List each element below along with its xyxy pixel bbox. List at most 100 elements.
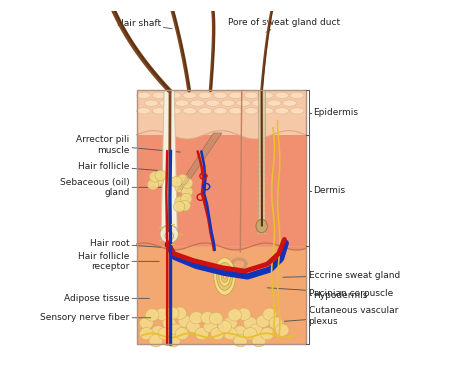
Ellipse shape	[175, 196, 186, 207]
Text: Sebaceous (oil)
gland: Sebaceous (oil) gland	[60, 178, 165, 197]
Ellipse shape	[140, 317, 153, 329]
Text: Adipose tissue: Adipose tissue	[64, 294, 149, 303]
Ellipse shape	[151, 326, 164, 338]
Ellipse shape	[201, 312, 214, 324]
FancyBboxPatch shape	[257, 227, 266, 229]
Text: Epidermis: Epidermis	[313, 108, 358, 117]
Text: Cutaneous vascular
plexus: Cutaneous vascular plexus	[284, 306, 398, 326]
Ellipse shape	[204, 321, 217, 333]
Ellipse shape	[291, 92, 304, 99]
Polygon shape	[161, 91, 177, 229]
Ellipse shape	[177, 174, 188, 185]
Ellipse shape	[275, 108, 289, 114]
FancyBboxPatch shape	[257, 232, 266, 234]
Text: Pacinian corpuscle: Pacinian corpuscle	[267, 288, 393, 298]
Ellipse shape	[160, 100, 173, 106]
FancyBboxPatch shape	[258, 207, 265, 209]
Ellipse shape	[244, 108, 258, 114]
Ellipse shape	[244, 317, 257, 329]
FancyBboxPatch shape	[257, 212, 266, 214]
Ellipse shape	[224, 328, 237, 340]
Ellipse shape	[165, 307, 179, 319]
Ellipse shape	[219, 267, 230, 286]
Ellipse shape	[195, 328, 209, 340]
Ellipse shape	[167, 335, 180, 347]
Ellipse shape	[275, 324, 289, 336]
Ellipse shape	[152, 176, 164, 186]
Ellipse shape	[249, 324, 263, 336]
FancyBboxPatch shape	[257, 217, 266, 219]
Ellipse shape	[140, 328, 153, 340]
FancyBboxPatch shape	[258, 119, 265, 121]
Polygon shape	[176, 133, 222, 190]
Ellipse shape	[152, 92, 166, 99]
Ellipse shape	[198, 92, 212, 99]
Ellipse shape	[269, 317, 283, 329]
Ellipse shape	[163, 317, 176, 329]
Ellipse shape	[178, 315, 191, 328]
Ellipse shape	[283, 100, 296, 106]
Ellipse shape	[214, 108, 227, 114]
Ellipse shape	[224, 317, 237, 329]
Ellipse shape	[221, 270, 228, 282]
Ellipse shape	[187, 321, 200, 333]
FancyBboxPatch shape	[257, 222, 266, 224]
Ellipse shape	[263, 308, 276, 321]
Bar	[137, 135, 306, 246]
FancyBboxPatch shape	[258, 129, 265, 131]
FancyBboxPatch shape	[258, 134, 265, 136]
Ellipse shape	[229, 108, 243, 114]
Ellipse shape	[291, 108, 304, 114]
Bar	[258, 91, 265, 232]
Bar	[137, 246, 306, 344]
Ellipse shape	[244, 92, 258, 99]
Ellipse shape	[190, 312, 203, 324]
Ellipse shape	[175, 328, 189, 340]
FancyBboxPatch shape	[258, 193, 265, 195]
FancyBboxPatch shape	[258, 124, 265, 126]
Ellipse shape	[149, 171, 161, 182]
Bar	[137, 91, 306, 135]
FancyBboxPatch shape	[258, 197, 265, 200]
Text: Hair follicle
receptor: Hair follicle receptor	[78, 252, 159, 271]
FancyBboxPatch shape	[259, 99, 264, 102]
Ellipse shape	[152, 108, 166, 114]
FancyBboxPatch shape	[258, 153, 265, 155]
FancyBboxPatch shape	[258, 168, 265, 170]
Ellipse shape	[179, 200, 191, 211]
Ellipse shape	[167, 92, 181, 99]
Ellipse shape	[145, 100, 158, 106]
Ellipse shape	[173, 307, 187, 319]
Ellipse shape	[155, 308, 169, 321]
Text: Arrector pili
muscle: Arrector pili muscle	[76, 135, 181, 155]
Ellipse shape	[267, 100, 281, 106]
Ellipse shape	[210, 312, 223, 325]
Ellipse shape	[160, 225, 178, 243]
Polygon shape	[137, 131, 306, 139]
Ellipse shape	[165, 232, 173, 240]
Ellipse shape	[229, 92, 243, 99]
Ellipse shape	[181, 193, 192, 204]
FancyBboxPatch shape	[258, 163, 265, 165]
Ellipse shape	[211, 328, 224, 340]
Ellipse shape	[214, 258, 236, 295]
FancyBboxPatch shape	[259, 104, 264, 106]
Ellipse shape	[217, 263, 233, 290]
Ellipse shape	[183, 92, 197, 99]
Ellipse shape	[191, 100, 204, 106]
Ellipse shape	[149, 335, 163, 347]
Ellipse shape	[234, 335, 247, 347]
Ellipse shape	[173, 201, 185, 212]
Ellipse shape	[147, 179, 159, 190]
FancyBboxPatch shape	[258, 183, 265, 185]
Ellipse shape	[175, 182, 186, 193]
Ellipse shape	[175, 100, 189, 106]
Polygon shape	[137, 243, 306, 250]
Ellipse shape	[137, 108, 150, 114]
Ellipse shape	[234, 326, 247, 338]
Ellipse shape	[158, 328, 172, 340]
Bar	[137, 91, 306, 344]
Ellipse shape	[155, 170, 166, 181]
Ellipse shape	[252, 335, 265, 347]
FancyBboxPatch shape	[259, 90, 264, 92]
